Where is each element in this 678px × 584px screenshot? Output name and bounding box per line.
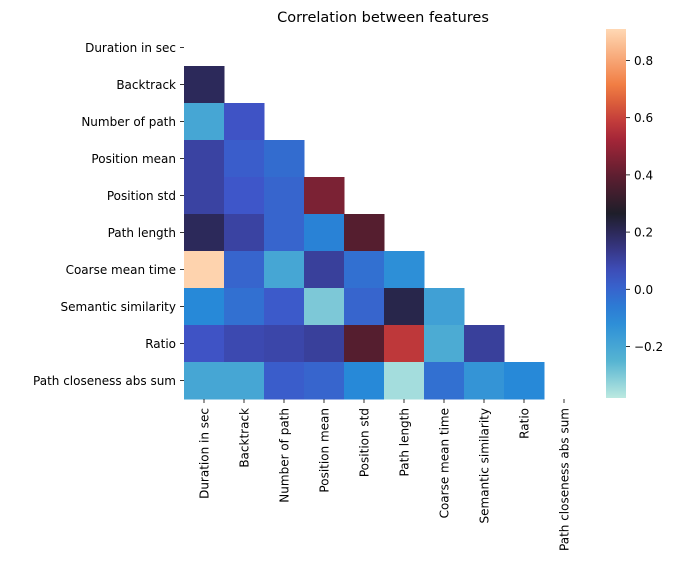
colorbar-tick-label: −0.2 [634, 340, 663, 354]
chart-title: Correlation between features [277, 10, 489, 26]
heatmap-cell [344, 251, 385, 289]
heatmap-cell [464, 325, 505, 363]
y-tick-label: Path length [108, 226, 176, 240]
heatmap-cell [304, 177, 345, 215]
x-axis: Duration in sec Backtrack Number of path Po… [198, 399, 572, 551]
heatmap-cell [264, 214, 305, 252]
x-tick-label: Coarse mean time [438, 408, 452, 518]
heatmap-cell [224, 325, 265, 363]
heatmap-cell [184, 66, 225, 104]
x-tick-label: Position mean [318, 408, 332, 493]
heatmap-cell [184, 325, 225, 363]
x-tick-label: Semantic similarity [478, 408, 492, 523]
heatmap-cell [224, 251, 265, 289]
colorbar-tick-label: 0.2 [634, 226, 653, 240]
heatmap-cell [304, 325, 345, 363]
colorbar-gradient [606, 29, 626, 398]
heatmap-cell [424, 362, 465, 400]
heatmap-cell [224, 214, 265, 252]
heatmap-cell [224, 177, 265, 215]
heatmap-cell [384, 362, 425, 400]
y-tick-label: Position mean [91, 152, 176, 166]
y-tick-label: Duration in sec [85, 41, 176, 55]
heatmap-cell [264, 288, 305, 326]
colorbar-tick-label: 0.0 [634, 283, 653, 297]
heatmap-cell [264, 251, 305, 289]
y-tick-label: Number of path [81, 115, 176, 129]
heatmap-cell [184, 288, 225, 326]
colorbar-tick-label: 0.8 [634, 54, 653, 68]
y-tick-label: Path closeness abs sum [33, 374, 176, 388]
y-axis: Duration in sec Backtrack Number of path Po… [33, 41, 184, 388]
heatmap-cell [424, 288, 465, 326]
y-tick-label: Position std [107, 189, 176, 203]
heatmap-cell [224, 288, 265, 326]
heatmap-cell [184, 103, 225, 141]
heatmap-cell [424, 325, 465, 363]
heatmap-cell [224, 362, 265, 400]
heatmap-cell [464, 362, 505, 400]
heatmap-cell [304, 251, 345, 289]
y-tick-label: Ratio [145, 337, 176, 351]
heatmap-cell [264, 177, 305, 215]
heatmap-cell [384, 325, 425, 363]
y-tick-label: Backtrack [116, 78, 176, 92]
heatmap-cell [184, 251, 225, 289]
x-tick-label: Path closeness abs sum [558, 408, 572, 551]
heatmap-cell [344, 288, 385, 326]
heatmap-cell [224, 140, 265, 178]
heatmap-cell [264, 362, 305, 400]
y-tick-label: Semantic similarity [61, 300, 176, 314]
heatmap-cells [184, 66, 545, 400]
heatmap-cell [384, 251, 425, 289]
heatmap-cell [184, 140, 225, 178]
heatmap-cell [304, 214, 345, 252]
x-tick-label: Path length [398, 408, 412, 476]
heatmap-cell [264, 325, 305, 363]
x-tick-label: Backtrack [238, 408, 252, 468]
x-tick-label: Position std [358, 408, 372, 477]
x-tick-label: Number of path [278, 408, 292, 503]
heatmap-cell [184, 214, 225, 252]
heatmap-cell [344, 214, 385, 252]
heatmap-cell [304, 362, 345, 400]
x-tick-label: Duration in sec [198, 408, 212, 499]
colorbar-tick-label: 0.4 [634, 168, 653, 182]
x-tick-label: Ratio [518, 408, 532, 439]
heatmap-cell [344, 362, 385, 400]
heatmap-cell [304, 288, 345, 326]
heatmap-cell [184, 177, 225, 215]
heatmap-cell [504, 362, 545, 400]
heatmap-cell [184, 362, 225, 400]
heatmap-cell [224, 103, 265, 141]
colorbar-tick-label: 0.6 [634, 111, 653, 125]
y-tick-label: Coarse mean time [66, 263, 176, 277]
heatmap-cell [264, 140, 305, 178]
heatmap-cell [384, 288, 425, 326]
heatmap-cell [344, 325, 385, 363]
colorbar: 0.8 0.6 0.4 0.2 0.0 −0.2 [606, 29, 663, 398]
